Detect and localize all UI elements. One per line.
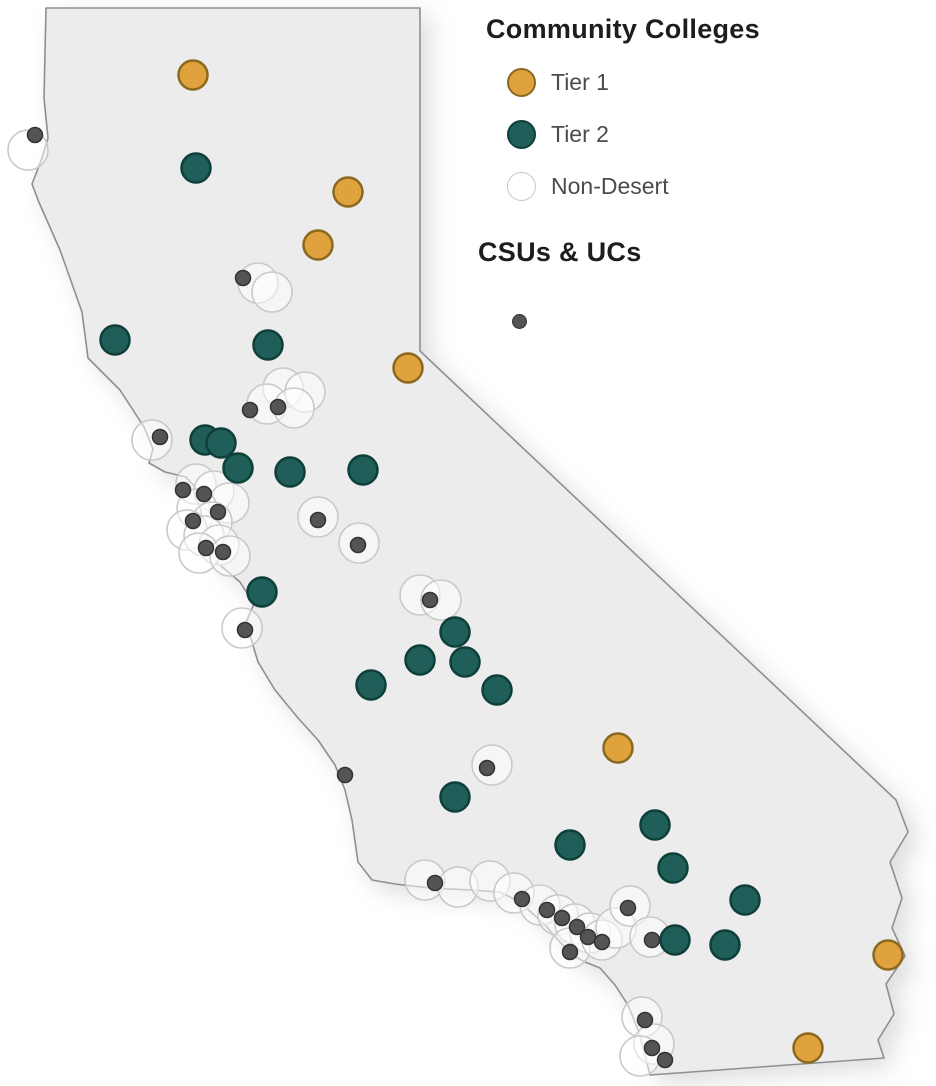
- tier2-marker: [554, 829, 586, 861]
- tier2-marker: [639, 809, 671, 841]
- csu-uc-marker: [619, 899, 637, 917]
- tier2-swatch-icon: [507, 120, 536, 149]
- csu-uc-marker: [174, 481, 192, 499]
- non-desert-marker: [251, 271, 293, 313]
- tier2-marker: [404, 644, 436, 676]
- csu-uc-marker: [579, 928, 597, 946]
- tier1-marker: [392, 352, 424, 384]
- csu-uc-marker: [234, 269, 252, 287]
- tier2-marker: [347, 454, 379, 486]
- csu-uc-marker: [197, 539, 215, 557]
- tier2-marker: [180, 152, 212, 184]
- tier1-marker: [602, 732, 634, 764]
- tier1-layer: [177, 59, 904, 1064]
- csu-uc-marker: [636, 1011, 654, 1029]
- csu-uc-marker: [568, 918, 586, 936]
- legend-label-tier2: Tier 2: [551, 121, 609, 147]
- csu-uc-marker: [426, 874, 444, 892]
- csu-uc-marker: [209, 503, 227, 521]
- tier1-marker: [792, 1032, 824, 1064]
- tier2-marker: [729, 884, 761, 916]
- csu-uc-marker: [421, 591, 439, 609]
- csu-uc-marker: [643, 1039, 661, 1057]
- csu-uc-marker: [269, 398, 287, 416]
- csu-uc-marker: [184, 512, 202, 530]
- tier2-marker: [99, 324, 131, 356]
- non-desert-marker: [420, 579, 462, 621]
- csu-uc-marker: [553, 909, 571, 927]
- tier2-marker: [657, 852, 689, 884]
- tier1-marker: [177, 59, 209, 91]
- tier2-marker: [481, 674, 513, 706]
- csu-uc-marker: [214, 543, 232, 561]
- tier2-marker: [439, 781, 471, 813]
- legend-title-community-colleges: Community Colleges: [486, 14, 760, 44]
- non-desert-swatch-icon: [507, 172, 536, 201]
- csu-uc-marker: [151, 428, 169, 446]
- csu-uc-marker: [656, 1051, 674, 1069]
- tier2-marker: [439, 616, 471, 648]
- csu-uc-swatch-icon: [512, 314, 527, 329]
- csu-uc-marker: [309, 511, 327, 529]
- csu-uc-marker: [195, 485, 213, 503]
- tier1-marker: [872, 939, 904, 971]
- legend-label-non-desert: Non-Desert: [551, 173, 669, 199]
- tier2-marker: [709, 929, 741, 961]
- legend-title-csus-ucs: CSUs & UCs: [478, 237, 642, 267]
- csu-uc-marker: [478, 759, 496, 777]
- legend-item-tier2: Tier 2: [507, 120, 890, 149]
- tier2-layer: [99, 152, 761, 961]
- tier1-swatch-icon: [507, 68, 536, 97]
- tier2-marker: [222, 452, 254, 484]
- csu-uc-marker: [26, 126, 44, 144]
- legend-item-non-desert: Non-Desert: [507, 172, 890, 201]
- legend: Community Colleges Tier 1 Tier 2 Non-Des…: [470, 14, 890, 329]
- tier2-marker: [355, 669, 387, 701]
- csu-uc-marker: [513, 890, 531, 908]
- tier2-marker: [274, 456, 306, 488]
- tier2-marker: [205, 427, 237, 459]
- csu-uc-marker: [538, 901, 556, 919]
- tier2-marker: [246, 576, 278, 608]
- tier2-marker: [252, 329, 284, 361]
- legend-label-tier1: Tier 1: [551, 69, 609, 95]
- legend-item-tier1: Tier 1: [507, 68, 890, 97]
- csu-uc-marker: [561, 943, 579, 961]
- tier1-marker: [332, 176, 364, 208]
- csu-uc-marker: [593, 933, 611, 951]
- csu-uc-marker: [236, 621, 254, 639]
- tier2-marker: [449, 646, 481, 678]
- legend-item-csu-uc: [512, 314, 890, 329]
- csu-uc-marker: [643, 931, 661, 949]
- tier2-marker: [659, 924, 691, 956]
- csu-uc-layer: [26, 126, 674, 1069]
- csu-uc-marker: [336, 766, 354, 784]
- csu-uc-marker: [241, 401, 259, 419]
- tier1-marker: [302, 229, 334, 261]
- csu-uc-marker: [349, 536, 367, 554]
